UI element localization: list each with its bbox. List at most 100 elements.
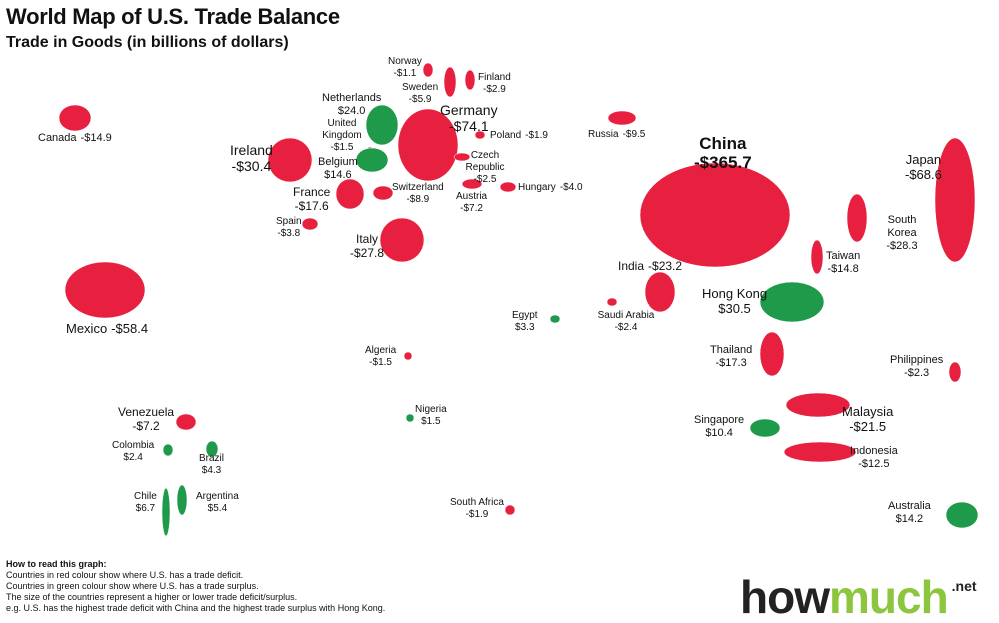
country-label: Austria -$7.2 [456, 191, 487, 215]
country-shape [549, 314, 561, 324]
country-shape [474, 130, 486, 140]
country-shape [443, 66, 457, 98]
country-label: Belgium $14.6 [318, 156, 358, 182]
note-line: Countries in red colour show where U.S. … [6, 570, 244, 580]
country-shape [948, 361, 962, 383]
country-name: Venezuela [118, 405, 175, 419]
country-shape [759, 331, 785, 377]
country-name: Saudi Arabia [597, 310, 655, 321]
country-shape [504, 504, 516, 516]
country-value: -$4.0 [559, 182, 583, 193]
country-shape [499, 181, 517, 193]
country-shape [335, 178, 365, 210]
country-label: Poland -$1.9 [490, 130, 548, 142]
country-label: Mexico -$58.4 [66, 321, 148, 336]
note-line: e.g. U.S. has the highest trade deficit … [6, 603, 386, 613]
country-shape [759, 281, 825, 323]
country-name: Japan [905, 152, 942, 167]
country-name: Russia [588, 129, 619, 140]
country-label: China -$365.7 [694, 134, 752, 172]
country-shape [453, 152, 471, 162]
country-value: -$14.9 [80, 132, 112, 144]
country-shape [267, 137, 313, 183]
country-label: United Kingdom -$1.5 [312, 118, 372, 154]
country-value: $3.3 [515, 322, 535, 333]
country-name: Finland [478, 72, 511, 83]
country-name: Egypt [512, 310, 538, 321]
country-name: South Korea [887, 214, 917, 239]
country-name: Singapore [694, 414, 745, 426]
country-value: -$365.7 [694, 153, 752, 172]
country-value: -$7.2 [132, 419, 160, 433]
country-value: $30.5 [718, 301, 751, 316]
country-name: Argentina [196, 491, 239, 502]
country-label: Sweden -$5.9 [402, 82, 438, 106]
country-value: -$5.9 [408, 94, 432, 105]
country-shape [749, 418, 781, 438]
country-shape [405, 413, 415, 423]
logo: howmuch .net [740, 570, 977, 623]
country-name: Taiwan [826, 250, 861, 262]
country-label: Nigeria $1.5 [415, 404, 447, 428]
country-value: -$68.6 [905, 167, 942, 182]
country-name: Germany [440, 102, 498, 118]
country-value: -$1.9 [465, 509, 489, 520]
country-value: -$17.3 [715, 357, 747, 369]
country-name: Nigeria [415, 404, 447, 415]
country-value: -$2.3 [904, 367, 930, 379]
country-label: South Africa -$1.9 [450, 497, 504, 521]
country-name: Colombia [112, 440, 155, 451]
country-value: -$8.9 [406, 194, 430, 205]
country-shape [175, 413, 197, 431]
country-name: Thailand [710, 344, 753, 356]
country-shape [810, 239, 824, 275]
country-label: Taiwan -$14.8 [826, 250, 860, 276]
country-value: $14.2 [895, 513, 924, 525]
country-name: Canada [38, 132, 77, 144]
country-value: -$2.4 [614, 322, 638, 333]
country-value: -$28.3 [886, 240, 918, 252]
country-label: Colombia $2.4 [112, 440, 154, 464]
country-label: Switzerland -$8.9 [392, 182, 444, 206]
country-name: Indonesia [850, 445, 898, 457]
country-name: Poland [490, 130, 522, 141]
country-label: France -$17.6 [293, 185, 330, 213]
country-label: Japan -$68.6 [905, 152, 942, 182]
country-label: Chile $6.7 [134, 491, 157, 515]
title: World Map of U.S. Trade Balance [6, 4, 340, 29]
country-label: Finland -$2.9 [478, 72, 511, 96]
country-label: Netherlands $24.0 [322, 92, 381, 118]
country-value: -$14.8 [827, 263, 859, 275]
logo-text: how [740, 571, 830, 623]
country-value: -$12.5 [858, 458, 890, 470]
country-shape [461, 178, 483, 190]
country-shape [301, 217, 319, 231]
country-shape [606, 297, 618, 307]
country-value: -$9.5 [622, 129, 646, 140]
country-name: Switzerland [392, 182, 444, 193]
country-label: Thailand -$17.3 [710, 344, 752, 370]
country-label: Norway -$1.1 [388, 56, 422, 80]
country-shape [639, 162, 791, 268]
country-name: Ireland [230, 142, 273, 158]
country-shape [379, 217, 425, 263]
country-value: -$58.4 [111, 321, 149, 336]
country-value: -$2.5 [473, 174, 497, 185]
country-shape [464, 69, 476, 91]
country-label: Brazil $4.3 [199, 453, 224, 477]
country-name: Spain [276, 216, 302, 227]
country-shape [58, 104, 92, 132]
country-label: Hungary -$4.0 [518, 182, 583, 194]
country-value: $10.4 [705, 427, 733, 439]
country-shape [205, 440, 219, 458]
country-value: $1.5 [421, 416, 441, 427]
country-shape [161, 487, 171, 537]
note-line: Countries in green colour show where U.S… [6, 581, 259, 591]
country-value: $5.4 [207, 503, 228, 514]
country-value: -$27.8 [350, 246, 385, 260]
country-shape [846, 193, 868, 243]
country-shape [64, 261, 146, 319]
note-line: The size of the countries represent a hi… [6, 592, 298, 602]
country-label: Singapore $10.4 [694, 414, 744, 440]
country-label: Russia -$9.5 [588, 129, 645, 141]
